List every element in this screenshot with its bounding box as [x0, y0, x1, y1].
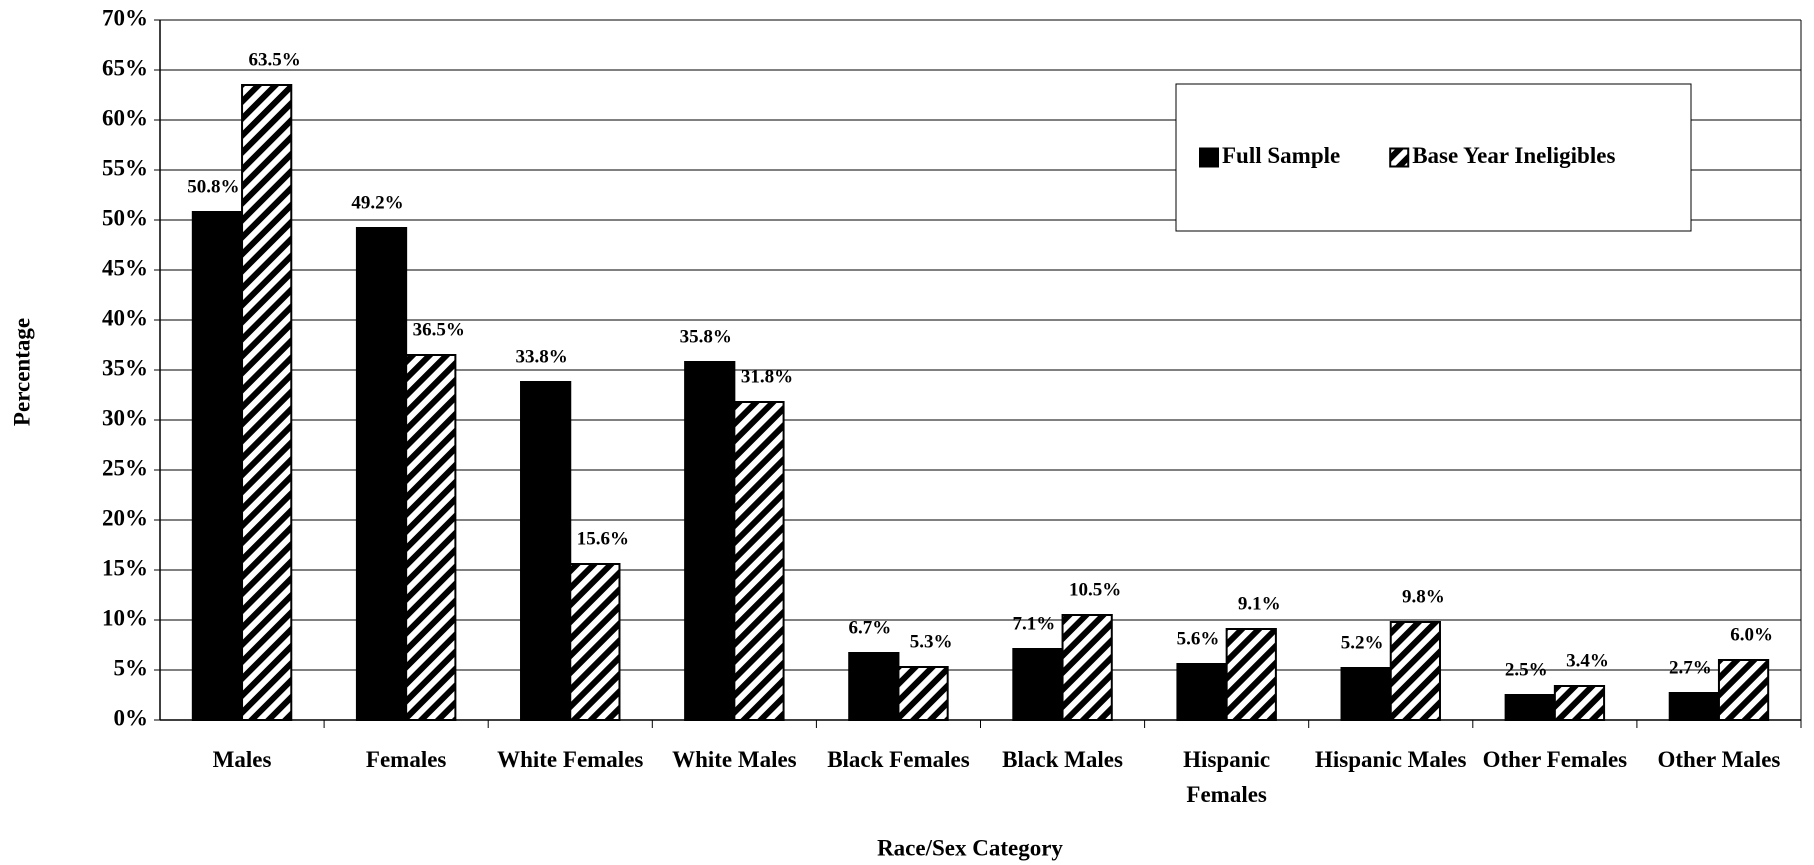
bar: [569, 563, 621, 721]
x-tick-label: Hispanic Females: [1183, 747, 1271, 807]
legend-label: Full Sample: [1222, 143, 1340, 168]
bar: [1061, 614, 1113, 721]
bar: [1340, 667, 1392, 721]
bar: [191, 211, 244, 721]
data-label: 6.0%: [1730, 624, 1773, 645]
data-label: 31.8%: [741, 366, 793, 387]
data-label: 49.2%: [351, 192, 403, 213]
legend-swatch: [1199, 147, 1219, 168]
y-tick-label: 45%: [102, 255, 148, 280]
x-tick-label: White Females: [497, 747, 644, 772]
bar: [1717, 659, 1770, 721]
data-label: 10.5%: [1069, 579, 1121, 600]
bar: [1176, 663, 1228, 721]
bar: [405, 354, 457, 721]
data-label: 3.4%: [1566, 650, 1609, 671]
y-tick-label: 10%: [102, 605, 148, 630]
x-tick-label: Other Females: [1482, 747, 1628, 772]
legend-label: Base Year Ineligibles: [1412, 143, 1615, 168]
x-tick-label: Black Males: [1002, 747, 1123, 772]
data-label: 9.8%: [1402, 586, 1445, 607]
bar: [848, 652, 900, 721]
x-tick-label: Black Females: [827, 747, 970, 772]
legend-swatch: [1389, 147, 1410, 168]
x-tick-label: Females: [365, 747, 447, 772]
data-label: 2.5%: [1505, 659, 1548, 680]
data-label: 15.6%: [577, 528, 629, 549]
y-tick-label: 35%: [102, 355, 148, 380]
data-label: 5.3%: [910, 631, 953, 652]
data-label: 9.1%: [1238, 593, 1281, 614]
y-tick-label: 60%: [102, 105, 148, 130]
y-tick-label: 20%: [102, 505, 148, 530]
x-tick-label: Other Males: [1657, 747, 1781, 772]
data-label: 2.7%: [1669, 657, 1712, 678]
x-tick-label: Males: [212, 747, 272, 772]
data-label: 5.6%: [1177, 628, 1220, 649]
bar: [1389, 621, 1441, 721]
y-tick-label: 5%: [114, 655, 149, 680]
bar: [733, 401, 785, 721]
data-label: 5.2%: [1341, 632, 1384, 653]
x-tick-label: Hispanic Males: [1315, 747, 1467, 772]
data-label: 36.5%: [413, 319, 465, 340]
y-tick-label: 55%: [102, 155, 148, 180]
y-tick-label: 70%: [102, 5, 148, 30]
bar: [1504, 694, 1556, 721]
data-label: 35.8%: [680, 326, 732, 347]
legend-box: [1175, 83, 1692, 232]
bar: [1012, 648, 1064, 721]
bar: [355, 227, 408, 721]
y-tick-label: 30%: [102, 405, 148, 430]
y-tick-label: 0%: [114, 705, 149, 730]
bar: [897, 666, 949, 721]
y-tick-label: 50%: [102, 205, 148, 230]
x-axis-title: Race/Sex Category: [877, 835, 1063, 860]
bar: [684, 361, 736, 721]
x-tick-label: White Males: [672, 747, 797, 772]
bar: [1225, 628, 1277, 721]
y-tick-label: 25%: [102, 455, 148, 480]
data-label: 6.7%: [848, 617, 891, 638]
bar: [1553, 685, 1606, 721]
data-label: 33.8%: [516, 346, 568, 367]
y-tick-label: 65%: [102, 55, 148, 80]
y-axis-title: Percentage: [9, 318, 34, 426]
data-label: 50.8%: [187, 176, 239, 197]
bar: [1668, 692, 1720, 721]
bar: [241, 84, 293, 721]
y-tick-label: 40%: [102, 305, 148, 330]
data-label: 7.1%: [1013, 613, 1056, 634]
y-tick-label: 15%: [102, 555, 148, 580]
bar: [520, 381, 572, 721]
data-label: 63.5%: [249, 49, 301, 70]
